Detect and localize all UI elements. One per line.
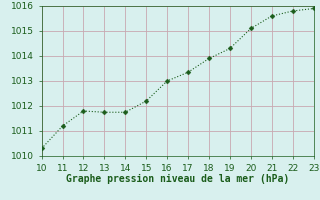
X-axis label: Graphe pression niveau de la mer (hPa): Graphe pression niveau de la mer (hPa) (66, 174, 289, 184)
